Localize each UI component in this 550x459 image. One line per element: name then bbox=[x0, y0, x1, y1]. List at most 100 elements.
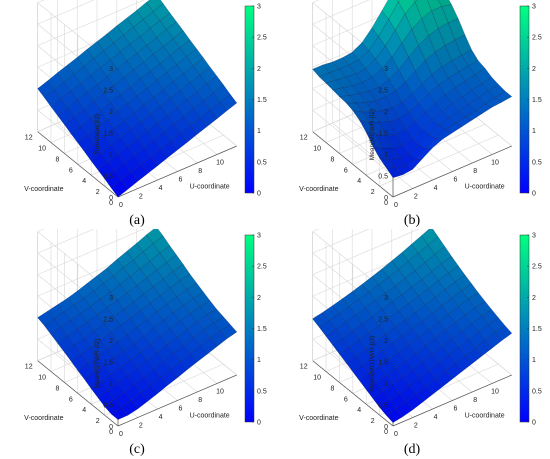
colorbar-ticks: 0 0.5 1 1.5 2 2.5 3 bbox=[527, 4, 542, 198]
panel-caption: (d) bbox=[404, 442, 421, 457]
z-tick-label: 3 bbox=[384, 66, 388, 73]
colorbar-tick-label: 2.5 bbox=[532, 35, 542, 42]
v-tick-label: 8 bbox=[330, 156, 334, 163]
v-tick-label: 4 bbox=[82, 178, 86, 185]
colorbar-tick-label: 0 bbox=[532, 420, 536, 427]
v-tick-label: 8 bbox=[55, 156, 59, 163]
u-ticks: 0 2 4 6 8 10 bbox=[394, 160, 499, 210]
u-tick-label: 4 bbox=[434, 414, 438, 421]
v-axis-line bbox=[37, 360, 119, 427]
v-tick-label: 0 bbox=[384, 200, 388, 207]
v-tick-label: 12 bbox=[25, 135, 33, 142]
u-axis-label: U-coordinate bbox=[465, 183, 505, 190]
u-tick-label: 6 bbox=[178, 406, 182, 413]
colorbar-tick-label: 2 bbox=[532, 66, 536, 73]
colorbar-tick-label: 2 bbox=[257, 66, 261, 73]
u-ticks: 0 2 4 6 8 10 bbox=[119, 160, 224, 210]
v-tick-label: 10 bbox=[38, 146, 46, 153]
colorbar-tick-label: 0 bbox=[257, 191, 261, 198]
v-tick-label: 6 bbox=[344, 396, 348, 403]
z-axis-label: Mean(GTWR-β2) bbox=[94, 339, 101, 389]
surface bbox=[312, 0, 513, 178]
z-tick-label: 3 bbox=[109, 66, 113, 73]
u-tick-label: 4 bbox=[159, 414, 163, 421]
v-tick-label: 2 bbox=[96, 189, 100, 196]
surface-patch bbox=[494, 90, 513, 103]
v-axis-label: V-coordinate bbox=[299, 186, 338, 193]
u-ticks: 0 2 4 6 8 10 bbox=[119, 389, 224, 439]
colorbar-tick-label: 2.5 bbox=[532, 264, 542, 271]
z-tick-label: 1 bbox=[384, 381, 388, 388]
z-ticks: 0 0.5 1 1.5 2 2.5 3 bbox=[103, 295, 113, 431]
v-tick-label: 2 bbox=[371, 418, 375, 425]
colorbar-tick-label: 0.5 bbox=[257, 388, 267, 395]
v-axis-label: V-coordinate bbox=[24, 415, 63, 422]
v-tick-label: 12 bbox=[300, 364, 308, 371]
z-tick-label: 1.5 bbox=[378, 360, 388, 367]
colorbar-tick-label: 1.5 bbox=[532, 97, 542, 104]
surface-patch bbox=[396, 0, 401, 3]
u-tick-label: 4 bbox=[434, 185, 438, 192]
z-tick-label: 1 bbox=[384, 152, 388, 159]
z-tick-label: 2 bbox=[384, 109, 388, 116]
z-tick-label: 2.5 bbox=[103, 88, 113, 95]
u-tick-label: 4 bbox=[159, 185, 163, 192]
grid-line bbox=[332, 122, 413, 189]
colorbar-ticks: 0 0.5 1 1.5 2 2.5 3 bbox=[252, 233, 267, 427]
u-tick-label: 0 bbox=[119, 431, 123, 438]
z-axis-label: Mean(MGTWR-β2) bbox=[369, 336, 376, 391]
z-axis-label: TrueValue(β2) bbox=[94, 114, 101, 155]
u-tick-label: 6 bbox=[453, 177, 457, 184]
v-tick-label: 6 bbox=[344, 167, 348, 174]
u-tick-label: 8 bbox=[473, 168, 477, 175]
u-tick-label: 10 bbox=[216, 389, 224, 396]
u-tick-label: 8 bbox=[473, 397, 477, 404]
v-tick-label: 2 bbox=[371, 189, 375, 196]
u-tick-label: 10 bbox=[491, 389, 499, 396]
z-tick-label: 0 bbox=[384, 195, 388, 202]
v-tick-label: 8 bbox=[330, 385, 334, 392]
u-axis-line bbox=[392, 374, 512, 427]
v-tick-label: 4 bbox=[357, 407, 361, 414]
colorbar-tick-label: 0.5 bbox=[257, 159, 267, 166]
u-ticks: 0 2 4 6 8 10 bbox=[394, 389, 499, 439]
surface-patch bbox=[219, 324, 238, 340]
u-tick-label: 8 bbox=[198, 397, 202, 404]
z-tick-label: 0.5 bbox=[378, 174, 388, 181]
v-tick-label: 10 bbox=[313, 146, 321, 153]
u-tick-label: 0 bbox=[119, 202, 123, 209]
v-axis-line bbox=[312, 131, 394, 198]
surface-patch bbox=[494, 325, 513, 341]
z-tick-label: 1.5 bbox=[103, 360, 113, 367]
z-tick-label: 1.5 bbox=[378, 131, 388, 138]
colorbar-tick-label: 3 bbox=[532, 233, 536, 240]
v-tick-label: 0 bbox=[109, 200, 113, 207]
z-tick-label: 1 bbox=[109, 381, 113, 388]
colorbar-tick-label: 1 bbox=[257, 128, 261, 135]
v-tick-label: 4 bbox=[82, 407, 86, 414]
u-tick-label: 6 bbox=[178, 177, 182, 184]
colorbar-tick-label: 1 bbox=[532, 357, 536, 364]
u-tick-label: 6 bbox=[453, 406, 457, 413]
panel-c: 0 0.5 1 1.5 2 2.5 3 0 2 4 6 8 10 0 2 4 6 8 10 12 Mean(GTWR-β… bbox=[0, 229, 275, 458]
colorbar-tick-label: 1.5 bbox=[257, 97, 267, 104]
u-tick-label: 2 bbox=[414, 194, 418, 201]
v-tick-label: 12 bbox=[25, 364, 33, 371]
u-axis-line bbox=[117, 145, 237, 198]
colorbar-tick-label: 3 bbox=[257, 4, 261, 11]
colorbar-tick-label: 2 bbox=[257, 295, 261, 302]
v-axis-label: V-coordinate bbox=[24, 186, 63, 193]
colorbar-ticks: 0 0.5 1 1.5 2 2.5 3 bbox=[527, 233, 542, 427]
z-tick-label: 0.5 bbox=[103, 403, 113, 410]
u-tick-label: 0 bbox=[394, 431, 398, 438]
v-axis-line bbox=[312, 360, 394, 427]
u-axis-line bbox=[392, 145, 512, 198]
